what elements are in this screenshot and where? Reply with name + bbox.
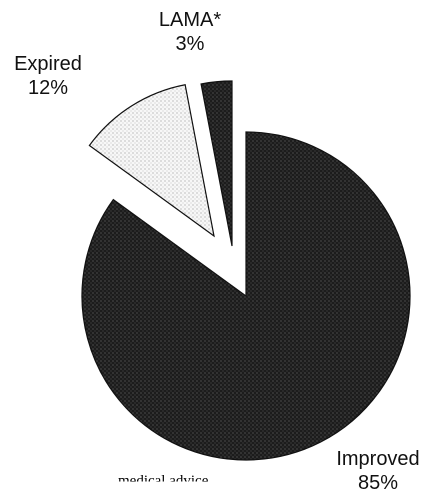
pie-slice-improved <box>81 131 411 461</box>
footer-fragment-text: medical advice <box>118 473 209 489</box>
pie-slice-expired <box>88 84 215 238</box>
slice-label-lama: LAMA* <box>159 9 221 31</box>
pie-slice-lama <box>200 80 233 247</box>
slice-label-expired: Expired <box>14 53 82 75</box>
slice-value-expired: 12% <box>28 77 68 99</box>
slice-value-improved: 85% <box>358 472 398 494</box>
slice-label-improved: Improved <box>336 448 419 470</box>
slice-value-lama: 3% <box>176 33 205 55</box>
